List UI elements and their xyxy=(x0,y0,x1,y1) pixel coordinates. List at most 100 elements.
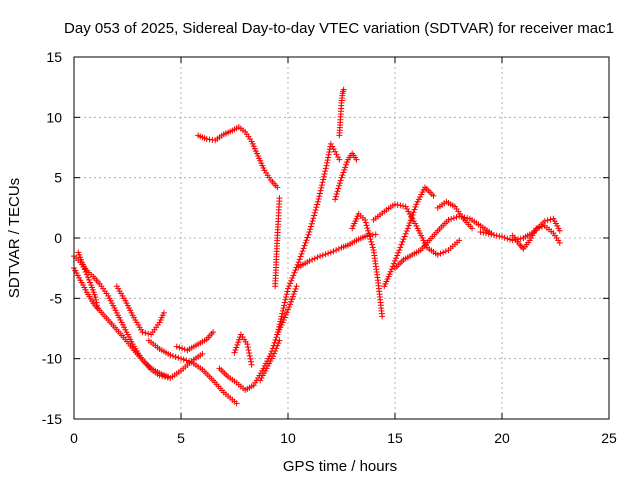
data-point xyxy=(94,304,101,311)
data-point xyxy=(320,173,327,180)
data-point xyxy=(480,229,487,236)
data-point xyxy=(311,212,318,219)
data-point xyxy=(365,227,372,234)
data-point xyxy=(176,344,183,351)
data-point xyxy=(296,256,303,263)
data-point xyxy=(287,301,294,308)
data-point xyxy=(314,201,321,208)
data-point xyxy=(199,350,206,357)
data-point xyxy=(279,310,286,317)
data-point xyxy=(274,331,281,338)
data-point xyxy=(325,250,332,257)
data-point xyxy=(406,219,413,226)
data-point xyxy=(302,239,309,246)
data-point xyxy=(276,323,283,330)
x-tick-label: 20 xyxy=(494,430,510,446)
data-point xyxy=(393,255,400,262)
x-tick-label: 15 xyxy=(387,430,403,446)
data-point xyxy=(533,225,540,232)
data-point xyxy=(290,272,297,279)
data-point xyxy=(306,257,313,264)
data-point xyxy=(329,143,336,150)
data-point xyxy=(142,329,149,336)
series-track-16 xyxy=(349,210,386,320)
data-point xyxy=(333,190,340,197)
data-point xyxy=(321,170,328,177)
data-point xyxy=(248,361,255,368)
data-point xyxy=(450,215,457,222)
data-point xyxy=(87,279,94,286)
data-point xyxy=(235,339,242,346)
data-point xyxy=(334,153,341,160)
data-point xyxy=(477,228,484,235)
data-point xyxy=(145,330,152,337)
data-point xyxy=(332,148,339,155)
data-point xyxy=(461,214,468,221)
data-point xyxy=(344,159,351,166)
data-point xyxy=(165,373,172,380)
data-point xyxy=(272,337,279,344)
series-track-3 xyxy=(75,249,101,311)
data-point xyxy=(325,154,332,161)
data-point xyxy=(310,215,317,222)
data-point xyxy=(306,228,313,235)
data-point xyxy=(283,294,290,301)
data-point xyxy=(319,252,326,259)
series-track-4 xyxy=(113,283,167,338)
series-track-5 xyxy=(145,337,240,407)
series-track-1 xyxy=(71,253,206,381)
data-point xyxy=(272,348,279,355)
data-point xyxy=(92,294,99,301)
data-point xyxy=(332,196,339,203)
data-point xyxy=(400,236,407,243)
data-point xyxy=(394,252,401,259)
data-point xyxy=(440,249,447,256)
series-track-19 xyxy=(370,201,463,258)
data-point xyxy=(496,233,503,240)
data-point xyxy=(499,233,505,240)
data-point xyxy=(281,299,288,306)
data-point xyxy=(283,309,290,316)
data-point xyxy=(325,151,332,158)
series-track-22 xyxy=(509,222,563,252)
data-point xyxy=(556,239,563,246)
data-point xyxy=(333,247,340,254)
data-point xyxy=(536,224,543,231)
data-point xyxy=(369,241,376,248)
data-point xyxy=(173,343,180,350)
data-point xyxy=(343,161,350,168)
data-point xyxy=(412,203,419,210)
data-point xyxy=(326,149,333,156)
data-point xyxy=(327,140,334,147)
y-tick-label: 15 xyxy=(46,49,62,65)
data-point xyxy=(289,275,296,282)
data-point xyxy=(311,209,318,216)
y-tick-label: -15 xyxy=(42,411,62,427)
data-point xyxy=(313,204,320,211)
x-tick-label: 25 xyxy=(601,430,617,446)
data-point xyxy=(445,216,452,223)
data-point xyxy=(245,347,252,354)
data-point xyxy=(285,306,291,313)
data-point xyxy=(232,347,239,354)
x-tick-label: 0 xyxy=(70,430,78,446)
data-point xyxy=(93,299,100,306)
data-point xyxy=(289,293,296,300)
data-point xyxy=(178,355,184,362)
data-point xyxy=(490,231,497,238)
data-point xyxy=(437,250,444,257)
data-point xyxy=(180,356,187,363)
data-point xyxy=(288,296,295,303)
y-tick-label: 10 xyxy=(46,109,62,125)
data-point xyxy=(332,193,339,200)
data-point xyxy=(334,188,341,195)
series-track-17 xyxy=(381,184,437,290)
data-point xyxy=(318,182,325,189)
data-point xyxy=(309,217,316,224)
data-point xyxy=(285,285,291,292)
data-point xyxy=(488,231,495,238)
data-point xyxy=(392,257,398,264)
data-point xyxy=(322,165,329,172)
data-point xyxy=(82,268,89,275)
